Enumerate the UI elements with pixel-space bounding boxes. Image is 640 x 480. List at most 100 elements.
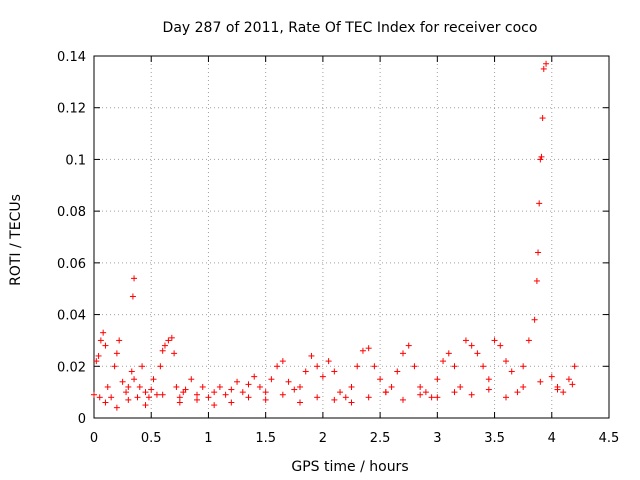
data-point xyxy=(468,391,475,398)
data-point xyxy=(525,337,532,344)
data-point xyxy=(262,396,269,403)
data-point xyxy=(491,337,498,344)
data-point xyxy=(113,404,120,411)
data-point xyxy=(365,345,372,352)
data-point xyxy=(297,383,303,390)
data-point xyxy=(468,342,475,349)
data-point xyxy=(539,115,546,122)
y-tick-label: 0.12 xyxy=(57,102,86,117)
x-tick-label: 3.5 xyxy=(484,431,505,446)
data-point xyxy=(251,373,258,380)
y-tick-label: 0.1 xyxy=(65,153,86,168)
data-point xyxy=(480,363,487,370)
data-point xyxy=(400,350,406,357)
data-point xyxy=(234,378,241,385)
data-point xyxy=(182,386,189,393)
data-point xyxy=(102,342,109,349)
data-point xyxy=(394,368,401,375)
data-point xyxy=(194,391,200,398)
data-point xyxy=(104,383,111,390)
data-point xyxy=(451,389,458,396)
x-tick-label: 2 xyxy=(319,431,327,446)
data-point xyxy=(93,358,100,365)
data-point xyxy=(503,358,509,365)
y-axis-label: ROTI / TECUs xyxy=(8,194,24,286)
data-point xyxy=(451,363,458,370)
data-point xyxy=(434,376,441,383)
data-point xyxy=(533,277,540,284)
data-point xyxy=(508,368,515,375)
data-point xyxy=(168,334,175,341)
data-point xyxy=(417,383,424,390)
data-point xyxy=(520,383,527,390)
data-point xyxy=(440,358,447,365)
data-point xyxy=(159,347,166,354)
x-tick-label: 4.5 xyxy=(599,431,620,446)
data-point xyxy=(102,399,109,406)
data-point xyxy=(348,399,355,406)
data-point xyxy=(96,394,103,401)
data-point xyxy=(377,376,384,383)
data-point xyxy=(100,329,107,336)
data-point xyxy=(159,391,166,398)
data-point xyxy=(543,60,550,67)
data-point xyxy=(119,378,126,385)
data-point xyxy=(148,386,155,393)
data-point xyxy=(371,363,378,370)
data-point xyxy=(153,391,160,398)
data-point xyxy=(279,358,286,365)
x-tick-label: 1 xyxy=(204,431,212,446)
data-point xyxy=(428,394,435,401)
y-tick-label: 0.02 xyxy=(57,360,86,375)
data-point xyxy=(514,389,521,396)
data-points xyxy=(91,60,578,411)
data-point xyxy=(150,376,157,383)
data-point xyxy=(116,337,123,344)
data-point xyxy=(531,316,538,323)
data-point xyxy=(239,389,246,396)
data-point xyxy=(113,350,120,357)
data-point xyxy=(262,389,269,396)
y-tick-label: 0 xyxy=(78,412,86,427)
data-point xyxy=(228,399,235,406)
data-point xyxy=(176,394,183,401)
grid xyxy=(94,56,609,418)
data-point xyxy=(314,394,321,401)
data-point xyxy=(535,249,542,256)
y-tick-label: 0.14 xyxy=(57,50,86,65)
data-point xyxy=(548,373,555,380)
data-point xyxy=(554,386,561,393)
data-point xyxy=(417,391,424,398)
y-tick-label: 0.08 xyxy=(57,205,86,220)
data-point xyxy=(171,350,178,357)
data-point xyxy=(274,363,281,370)
data-point xyxy=(348,383,355,390)
data-point xyxy=(388,383,395,390)
data-point xyxy=(111,363,118,370)
data-point xyxy=(474,350,481,357)
data-point xyxy=(128,368,135,375)
data-point xyxy=(91,391,97,398)
x-tick-label: 3 xyxy=(433,431,441,446)
axis-ticks: 0 0.5 1 1.5 2 2.5 3 3.5 4 4.5 0 0.02 0.04 0.06 0.08 0.1… xyxy=(57,50,619,446)
data-point xyxy=(165,337,172,344)
data-point xyxy=(216,383,223,390)
data-point xyxy=(359,347,366,354)
x-tick-label: 2.5 xyxy=(370,431,391,446)
data-point xyxy=(142,402,149,409)
data-point xyxy=(285,378,292,385)
data-point xyxy=(537,156,544,163)
data-point xyxy=(302,368,309,375)
data-point xyxy=(139,363,146,370)
data-point xyxy=(422,389,429,396)
x-tick-label: 0 xyxy=(90,431,98,446)
data-point xyxy=(268,376,275,383)
data-point xyxy=(176,399,183,406)
data-point xyxy=(325,358,332,365)
data-point xyxy=(319,373,326,380)
data-point xyxy=(337,389,344,396)
data-point xyxy=(331,368,338,375)
data-point xyxy=(95,352,102,359)
data-point xyxy=(245,394,252,401)
